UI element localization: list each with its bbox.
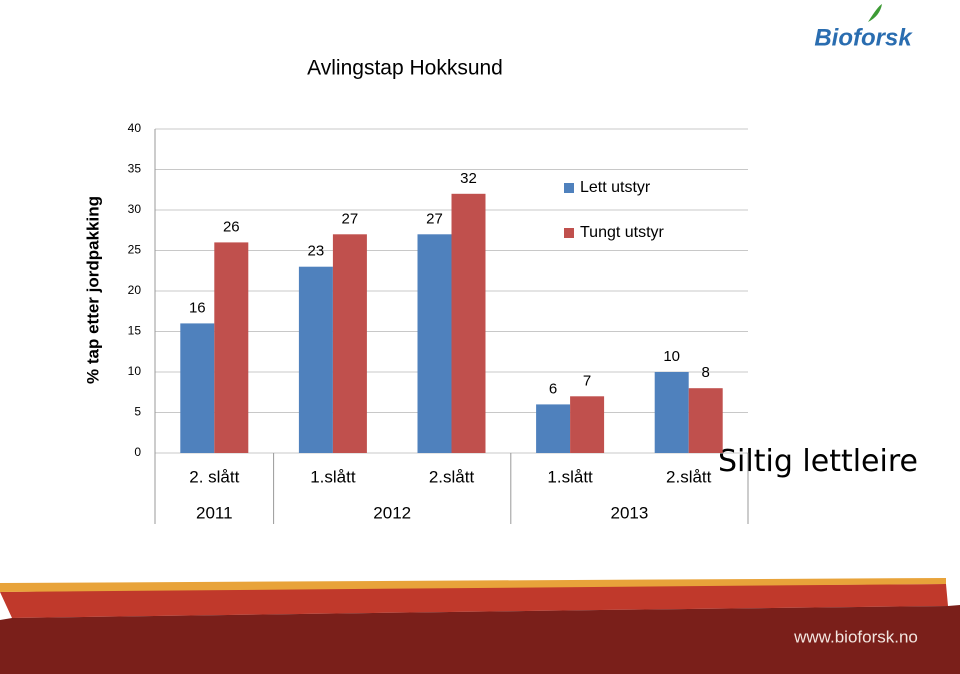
legend-label: Tungt utstyr: [580, 224, 665, 241]
chart-title: Avlingstap Hokksund: [307, 57, 503, 80]
logo-leaf: [868, 4, 882, 22]
banner-edge: [0, 578, 946, 592]
value-label: 32: [460, 170, 477, 187]
y-tick-label: 10: [128, 364, 142, 378]
bar: [451, 193, 486, 454]
y-tick-label: 0: [134, 445, 141, 459]
bar: [654, 372, 689, 453]
x-tick-label: 2.slått: [666, 467, 712, 486]
value-label: 23: [308, 243, 325, 260]
y-axis-title: % tap etter jordpakking: [83, 196, 102, 384]
group-label: 2013: [610, 503, 648, 522]
value-label: 26: [223, 218, 240, 235]
value-label: 10: [663, 348, 680, 365]
banner-stripe: [0, 584, 948, 618]
group-label: 2011: [196, 503, 233, 522]
bar: [688, 388, 723, 453]
y-tick-label: 35: [128, 162, 142, 176]
legend-swatch: [564, 228, 574, 238]
bar: [332, 234, 367, 453]
annotation-line: Siltig lettleire: [718, 444, 918, 479]
y-tick-label: 15: [128, 324, 142, 338]
y-tick-label: 5: [134, 405, 141, 419]
x-tick-label: 1.slått: [547, 467, 593, 486]
bar: [570, 396, 605, 453]
value-label: 27: [342, 210, 359, 227]
x-tick-label: 2.slått: [429, 467, 475, 486]
bar: [298, 266, 333, 453]
website: www.bioforsk.no: [793, 627, 918, 646]
value-label: 27: [426, 210, 443, 227]
x-tick-label: 2. slått: [189, 467, 239, 486]
value-label: 16: [189, 299, 206, 316]
value-label: 7: [583, 372, 591, 389]
y-tick-label: 30: [128, 202, 142, 216]
y-tick-label: 20: [128, 283, 142, 297]
legend-label: Lett utstyr: [580, 179, 651, 196]
group-label: 2012: [373, 503, 411, 522]
value-label: 6: [549, 380, 557, 397]
x-tick-label: 1.slått: [310, 467, 356, 486]
legend-swatch: [564, 183, 574, 193]
y-tick-label: 40: [128, 121, 142, 135]
bar: [214, 242, 249, 453]
value-label: 8: [702, 364, 710, 381]
bar: [536, 404, 571, 453]
banner: [0, 605, 960, 674]
logo: Bioforsk: [814, 24, 913, 51]
y-tick-label: 25: [128, 243, 142, 257]
bar: [180, 323, 215, 453]
bar: [417, 234, 452, 453]
annotation: Siltig lettleire: [718, 444, 918, 479]
